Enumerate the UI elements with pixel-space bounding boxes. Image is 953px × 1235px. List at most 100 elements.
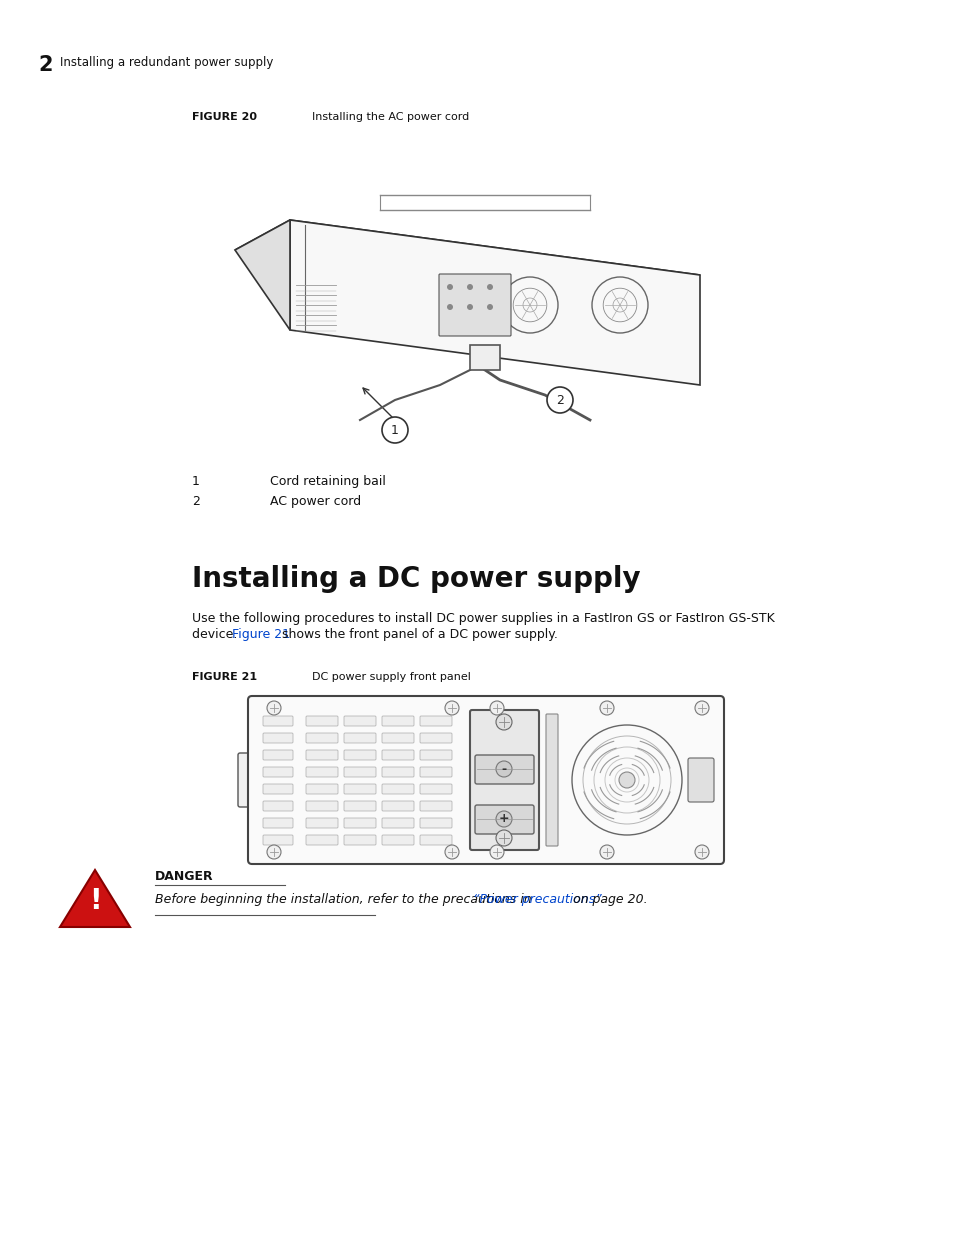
Circle shape — [447, 284, 453, 290]
FancyBboxPatch shape — [344, 767, 375, 777]
FancyBboxPatch shape — [475, 805, 534, 834]
FancyBboxPatch shape — [306, 767, 337, 777]
FancyBboxPatch shape — [306, 784, 337, 794]
FancyBboxPatch shape — [344, 802, 375, 811]
Circle shape — [381, 417, 408, 443]
Text: Before beginning the installation, refer to the precautions in: Before beginning the installation, refer… — [154, 893, 535, 906]
FancyBboxPatch shape — [263, 802, 293, 811]
FancyBboxPatch shape — [263, 716, 293, 726]
Text: Cord retaining bail: Cord retaining bail — [270, 475, 385, 488]
Text: 2: 2 — [556, 394, 563, 406]
FancyBboxPatch shape — [306, 818, 337, 827]
Circle shape — [486, 304, 493, 310]
FancyBboxPatch shape — [344, 750, 375, 760]
FancyBboxPatch shape — [381, 716, 414, 726]
Circle shape — [496, 761, 512, 777]
FancyBboxPatch shape — [545, 714, 558, 846]
Circle shape — [444, 701, 458, 715]
FancyBboxPatch shape — [419, 835, 452, 845]
Text: +: + — [498, 813, 509, 825]
FancyBboxPatch shape — [237, 753, 253, 806]
Text: !: ! — [89, 887, 101, 915]
FancyBboxPatch shape — [263, 835, 293, 845]
FancyBboxPatch shape — [470, 710, 538, 850]
Polygon shape — [60, 869, 130, 927]
Circle shape — [618, 772, 635, 788]
Text: Use the following procedures to install DC power supplies in a FastIron GS or Fa: Use the following procedures to install … — [192, 613, 774, 625]
Circle shape — [267, 845, 281, 860]
Circle shape — [496, 714, 512, 730]
Circle shape — [490, 845, 503, 860]
FancyBboxPatch shape — [381, 734, 414, 743]
FancyBboxPatch shape — [419, 716, 452, 726]
Polygon shape — [234, 220, 290, 330]
FancyBboxPatch shape — [419, 818, 452, 827]
Polygon shape — [470, 345, 499, 370]
Circle shape — [444, 845, 458, 860]
Text: DC power supply front panel: DC power supply front panel — [312, 672, 471, 682]
Text: shows the front panel of a DC power supply.: shows the front panel of a DC power supp… — [277, 629, 558, 641]
FancyBboxPatch shape — [263, 750, 293, 760]
Text: on page 20.: on page 20. — [569, 893, 647, 906]
FancyBboxPatch shape — [419, 734, 452, 743]
Circle shape — [546, 387, 573, 412]
FancyBboxPatch shape — [344, 716, 375, 726]
Text: 1: 1 — [391, 424, 398, 436]
FancyBboxPatch shape — [263, 734, 293, 743]
Circle shape — [496, 830, 512, 846]
Circle shape — [496, 811, 512, 827]
FancyBboxPatch shape — [306, 802, 337, 811]
Circle shape — [467, 284, 473, 290]
FancyBboxPatch shape — [306, 835, 337, 845]
Circle shape — [486, 284, 493, 290]
FancyBboxPatch shape — [344, 734, 375, 743]
Text: -: - — [501, 762, 506, 776]
Text: Figure 21: Figure 21 — [233, 629, 290, 641]
Circle shape — [695, 845, 708, 860]
FancyBboxPatch shape — [419, 767, 452, 777]
FancyBboxPatch shape — [419, 784, 452, 794]
FancyBboxPatch shape — [381, 750, 414, 760]
FancyBboxPatch shape — [263, 767, 293, 777]
FancyBboxPatch shape — [687, 758, 713, 802]
FancyBboxPatch shape — [344, 818, 375, 827]
Text: DANGER: DANGER — [154, 869, 213, 883]
Text: Installing the AC power cord: Installing the AC power cord — [312, 112, 469, 122]
FancyBboxPatch shape — [381, 767, 414, 777]
Text: FIGURE 20: FIGURE 20 — [192, 112, 256, 122]
Polygon shape — [290, 220, 700, 385]
Circle shape — [447, 304, 453, 310]
Circle shape — [490, 701, 503, 715]
Circle shape — [599, 701, 614, 715]
FancyBboxPatch shape — [306, 734, 337, 743]
Text: AC power cord: AC power cord — [270, 495, 361, 508]
FancyBboxPatch shape — [381, 835, 414, 845]
FancyBboxPatch shape — [475, 755, 534, 784]
Circle shape — [599, 845, 614, 860]
Polygon shape — [234, 220, 700, 305]
Text: FIGURE 21: FIGURE 21 — [192, 672, 257, 682]
FancyBboxPatch shape — [263, 818, 293, 827]
FancyBboxPatch shape — [381, 818, 414, 827]
FancyBboxPatch shape — [381, 802, 414, 811]
FancyBboxPatch shape — [381, 784, 414, 794]
FancyBboxPatch shape — [438, 274, 511, 336]
Text: 2: 2 — [38, 56, 52, 75]
Circle shape — [467, 304, 473, 310]
FancyBboxPatch shape — [419, 802, 452, 811]
FancyBboxPatch shape — [344, 835, 375, 845]
Text: “Power precautions”: “Power precautions” — [473, 893, 601, 906]
Text: Installing a redundant power supply: Installing a redundant power supply — [60, 56, 274, 69]
FancyBboxPatch shape — [248, 697, 723, 864]
FancyBboxPatch shape — [344, 784, 375, 794]
Circle shape — [267, 701, 281, 715]
Text: 1: 1 — [192, 475, 200, 488]
FancyBboxPatch shape — [306, 716, 337, 726]
FancyBboxPatch shape — [419, 750, 452, 760]
Text: Installing a DC power supply: Installing a DC power supply — [192, 564, 640, 593]
Circle shape — [695, 701, 708, 715]
FancyBboxPatch shape — [263, 784, 293, 794]
Text: 2: 2 — [192, 495, 200, 508]
Text: device.: device. — [192, 629, 241, 641]
FancyBboxPatch shape — [306, 750, 337, 760]
